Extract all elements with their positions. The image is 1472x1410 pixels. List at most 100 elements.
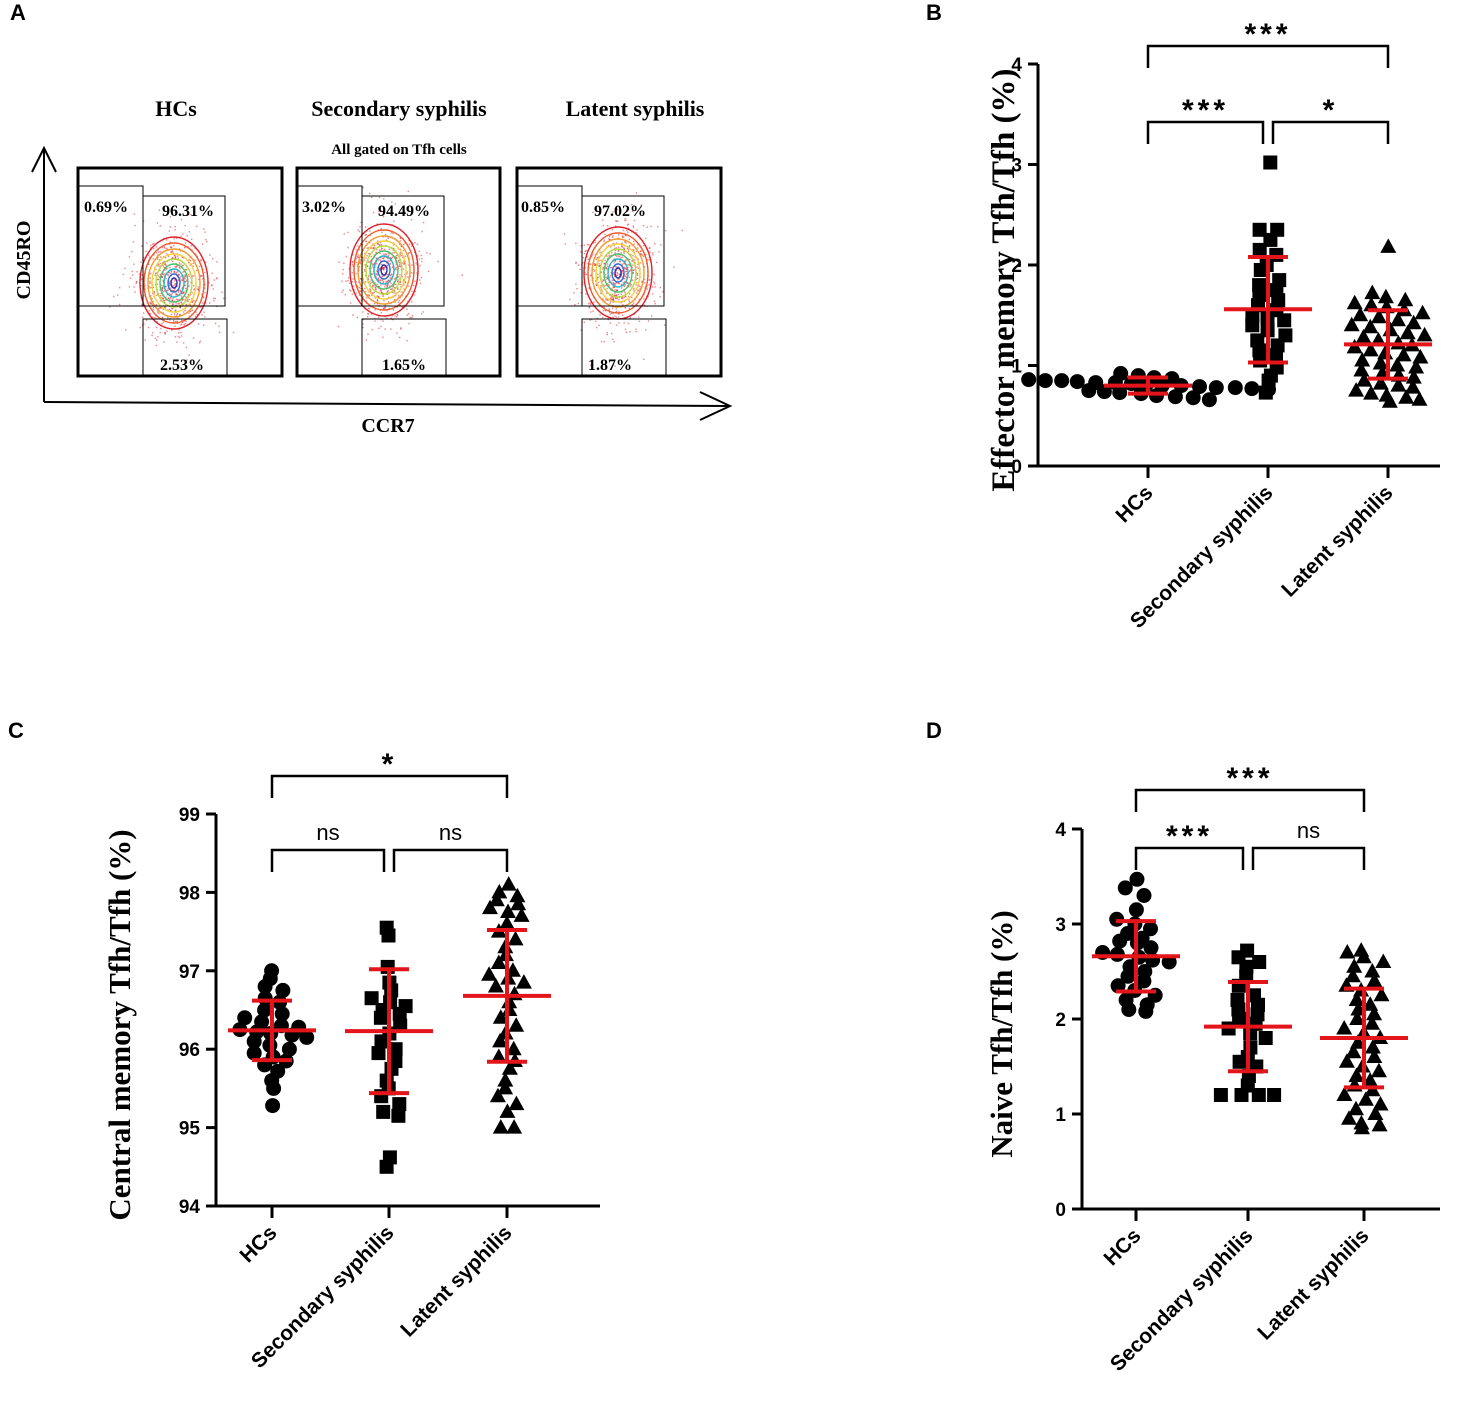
event-dot xyxy=(156,310,159,312)
event-dot xyxy=(176,293,179,295)
event-dot xyxy=(396,306,398,308)
event-dot xyxy=(645,237,647,240)
event-dot xyxy=(386,264,389,267)
event-dot xyxy=(595,263,597,265)
data-point xyxy=(1414,304,1431,320)
event-dot xyxy=(188,259,190,261)
gate-label-top-right: 96.31% xyxy=(162,203,214,220)
significance-label: *** xyxy=(1166,820,1213,853)
data-point xyxy=(1234,1088,1249,1102)
event-dot xyxy=(381,257,384,259)
event-dot xyxy=(613,268,615,271)
event-dot xyxy=(618,316,620,318)
event-dot xyxy=(623,252,625,254)
event-dot xyxy=(380,243,382,246)
event-dot xyxy=(156,283,159,285)
event-dot xyxy=(390,273,392,276)
event-dot xyxy=(358,294,361,296)
event-dot xyxy=(162,273,164,275)
event-dot xyxy=(390,232,393,234)
y-tick-label: 4 xyxy=(1011,55,1022,76)
event-dot xyxy=(664,229,667,232)
event-dot xyxy=(214,297,216,300)
event-dot xyxy=(194,259,196,261)
event-dot xyxy=(204,261,207,264)
event-dot xyxy=(377,300,379,302)
event-dot xyxy=(397,279,399,281)
event-dot xyxy=(164,263,167,265)
event-dot xyxy=(606,246,608,248)
event-dot xyxy=(625,276,628,279)
density-contour xyxy=(603,253,633,293)
data-point xyxy=(1390,311,1406,327)
event-dot xyxy=(184,278,186,280)
event-dot xyxy=(384,234,387,236)
event-dot xyxy=(610,271,612,274)
event-dot xyxy=(615,295,617,297)
event-dot xyxy=(366,247,368,249)
event-dot xyxy=(615,266,617,268)
event-dot xyxy=(169,287,172,289)
event-dot xyxy=(585,293,587,295)
event-dot xyxy=(576,288,578,290)
flow-plot-hcs: 0.69% 96.31% 2.53% xyxy=(76,166,284,378)
event-dot xyxy=(618,255,621,258)
event-dot xyxy=(610,287,612,290)
data-point xyxy=(257,1002,273,1018)
event-dot xyxy=(410,219,413,221)
event-dot xyxy=(611,229,614,231)
density-contour xyxy=(607,258,629,288)
event-dot xyxy=(610,296,612,298)
data-point xyxy=(374,1034,389,1049)
event-dot xyxy=(391,201,393,203)
event-dot xyxy=(621,276,623,278)
event-dot xyxy=(619,274,621,276)
event-dot xyxy=(181,292,184,295)
event-dot xyxy=(406,314,409,316)
y-axis-label: Naive Tfh/Tfh (%) xyxy=(984,910,1019,1157)
event-dot xyxy=(358,287,361,289)
data-point xyxy=(1372,1096,1389,1111)
event-dot xyxy=(394,203,397,205)
event-dot xyxy=(163,300,165,302)
event-dot xyxy=(384,253,387,255)
event-dot xyxy=(198,342,201,344)
event-dot xyxy=(358,281,360,283)
event-dot xyxy=(564,243,566,245)
data-point xyxy=(1380,238,1397,253)
event-dot xyxy=(651,293,654,295)
event-dot xyxy=(602,310,605,312)
event-dot xyxy=(411,264,413,266)
event-dot xyxy=(590,303,592,305)
event-dot xyxy=(349,282,351,284)
event-dot xyxy=(189,256,191,259)
event-dot xyxy=(197,289,199,292)
event-dot xyxy=(421,230,423,233)
event-dot xyxy=(171,307,173,310)
event-dot xyxy=(620,302,622,304)
event-dot xyxy=(167,316,169,319)
event-dot xyxy=(138,273,141,275)
event-dot xyxy=(391,256,394,258)
event-dot xyxy=(173,254,175,256)
event-dot xyxy=(184,323,186,325)
event-dot xyxy=(410,272,413,274)
event-dot xyxy=(156,326,158,329)
event-dot xyxy=(636,272,638,274)
event-dot xyxy=(621,256,623,258)
event-dot xyxy=(174,278,176,281)
event-dot xyxy=(642,254,644,256)
event-dot xyxy=(408,257,411,260)
event-dot xyxy=(370,294,373,296)
event-dot xyxy=(624,306,626,309)
event-dot xyxy=(180,301,182,303)
event-dot xyxy=(588,244,590,246)
event-dot xyxy=(613,247,616,250)
event-dot xyxy=(149,313,151,315)
gate-label-bottom-right: 2.53% xyxy=(160,357,204,374)
event-dot xyxy=(615,242,618,244)
event-dot xyxy=(167,274,169,276)
event-dot xyxy=(165,247,167,250)
event-dot xyxy=(162,321,165,323)
flow-y-label: CD45RO xyxy=(13,221,35,300)
